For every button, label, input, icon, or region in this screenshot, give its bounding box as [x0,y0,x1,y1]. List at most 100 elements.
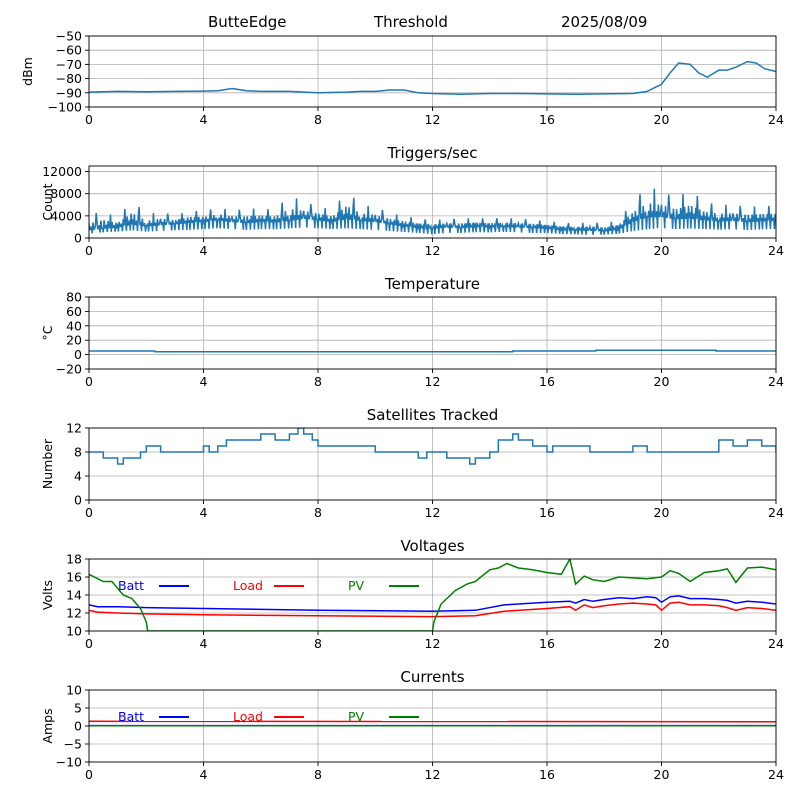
x-tick-label: 4 [200,505,208,520]
legend-label-pv: PV [348,709,365,724]
x-tick-label: 12 [425,636,441,651]
panel-dbm: 0 4 8 12 16 20 24 −100−90−80−70−60−50 dBm [20,29,784,128]
series-line-satellites [89,428,776,465]
x-tick-label: 8 [314,243,322,258]
header-label: Threshold [373,13,448,31]
y-tick-label: 12 [66,421,82,436]
x-tick-label: 20 [654,505,670,520]
y-axis-label: Number [40,438,55,489]
y-axis-label: Volts [40,580,55,610]
y-tick-label: 5 [74,701,82,716]
x-tick-label: 4 [200,112,208,127]
x-tick-label: 8 [314,374,322,389]
x-tick-label: 0 [85,505,93,520]
x-tick-label: 20 [654,636,670,651]
x-tick-label: 12 [425,374,441,389]
series-line-load [89,601,776,618]
y-tick-label: −90 [56,85,82,100]
x-tick-label: 16 [539,112,555,127]
x-tick-label: 12 [425,505,441,520]
x-tick-label: 8 [314,636,322,651]
x-tick-label: 24 [768,636,784,651]
y-tick-label: −5 [64,737,82,752]
panel-title: Satellites Tracked [367,406,498,424]
y-tick-label: 10 [66,683,82,698]
y-tick-label: −60 [56,43,82,58]
y-tick-label: 0 [74,719,82,734]
x-tick-label: 16 [539,767,555,782]
x-tick-label: 24 [768,767,784,782]
x-tick-label: 8 [314,767,322,782]
y-tick-label: 12 [66,606,82,621]
y-axis-label: dBm [20,57,35,86]
legend-label-pv: PV [348,578,365,593]
y-tick-label: 40 [66,318,82,333]
header-station: ButteEdge [208,13,287,31]
x-tick-label: 16 [539,636,555,651]
y-tick-label: 0 [74,493,82,508]
x-tick-label: 16 [539,243,555,258]
x-tick-label: 0 [85,374,93,389]
x-tick-label: 0 [85,636,93,651]
y-tick-label: 4000 [50,208,82,223]
y-axis-label: Count [40,183,55,220]
x-tick-label: 24 [768,112,784,127]
panel-triggers: 0 4 8 12 16 20 24 0 4000 8000 12000 Triggers/sec Cou… [40,144,784,258]
x-tick-label: 20 [654,243,670,258]
x-tick-label: 8 [314,505,322,520]
x-tick-label: 12 [425,112,441,127]
y-tick-label: 80 [66,290,82,305]
y-axis-label: Amps [40,708,55,743]
y-tick-label: −50 [56,29,82,44]
y-tick-label: 8 [74,445,82,460]
x-tick-label: 4 [200,767,208,782]
y-tick-label: −80 [56,71,82,86]
y-tick-label: 10 [66,624,82,639]
x-tick-label: 24 [768,505,784,520]
x-tick-label: 20 [654,112,670,127]
panel-title: Currents [400,668,464,686]
panel-title: Temperature [384,275,480,293]
legend-label-load: Load [233,578,263,593]
x-tick-label: 20 [654,767,670,782]
y-tick-label: 0 [74,347,82,362]
y-tick-label: 18 [66,552,82,567]
x-tick-label: 4 [200,636,208,651]
x-tick-label: 0 [85,243,93,258]
y-tick-label: 14 [66,588,82,603]
x-tick-label: 0 [85,112,93,127]
y-tick-label: −20 [56,362,82,377]
y-tick-label: −70 [56,57,82,72]
x-tick-label: 20 [654,374,670,389]
y-tick-label: −100 [48,100,82,115]
panel-voltages: 0 4 8 12 16 20 24 10 12 14 16 18 Voltages Volts Batt Lo… [40,537,784,651]
panel-satellites: 0 4 8 12 16 20 24 0 4 8 12 Satellites Tracked Number [40,406,784,520]
series-line-pv [89,559,776,631]
y-tick-label: 4 [74,469,82,484]
x-tick-label: 4 [200,374,208,389]
y-tick-label: 0 [74,231,82,246]
panel-title: Triggers/sec [387,144,478,162]
y-tick-label: −10 [56,755,82,770]
legend-label-batt: Batt [118,709,144,724]
header-date: 2025/08/09 [561,13,647,31]
x-tick-label: 24 [768,243,784,258]
y-tick-label: 8000 [50,186,82,201]
legend-label-load: Load [233,709,263,724]
x-tick-label: 12 [425,243,441,258]
panel-title: Voltages [400,537,464,555]
series-line-batt [89,595,776,612]
x-tick-label: 24 [768,374,784,389]
x-tick-label: 16 [539,505,555,520]
series-line-dbm [89,60,776,95]
y-tick-label: 16 [66,570,82,585]
y-tick-label: 20 [66,333,82,348]
legend-label-batt: Batt [118,578,144,593]
y-tick-label: 60 [66,304,82,319]
x-tick-label: 4 [200,243,208,258]
series-line-temperature [89,349,776,353]
